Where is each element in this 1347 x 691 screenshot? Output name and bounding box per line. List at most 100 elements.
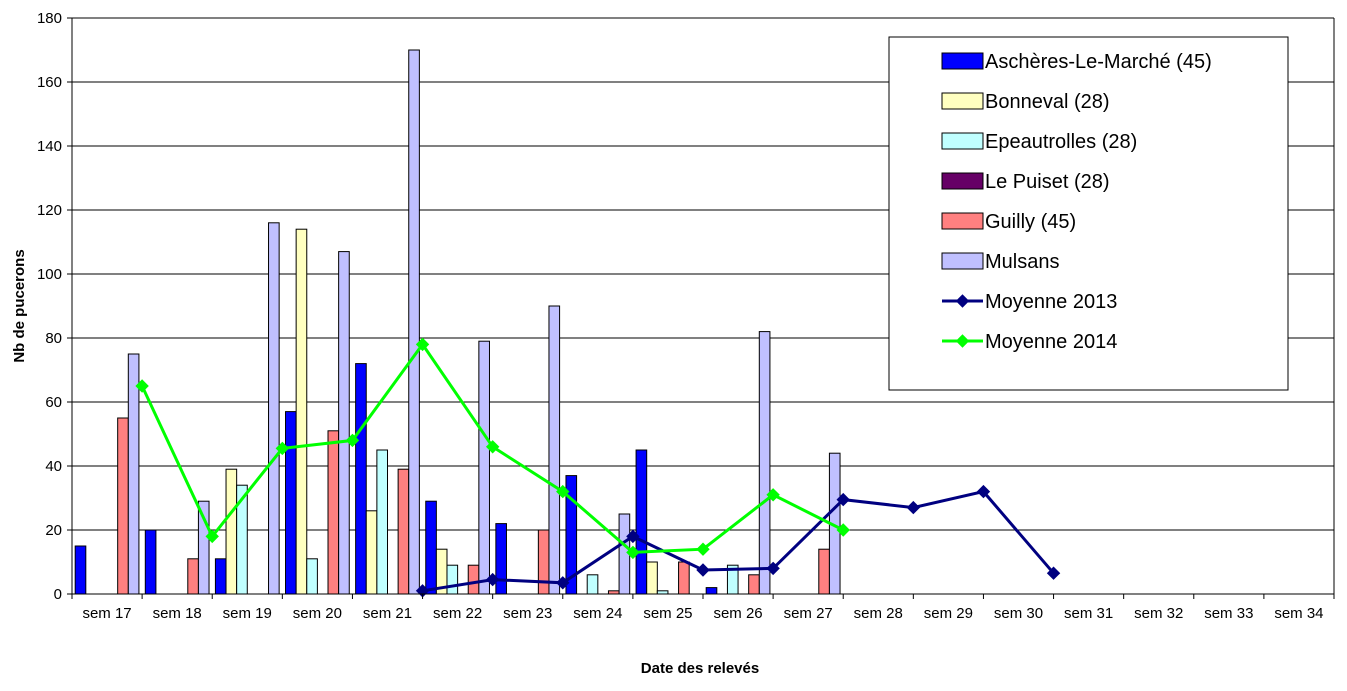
legend-marker-moyenne-2014: [955, 334, 970, 348]
point-moyenne-2014: [485, 440, 500, 454]
bar-ascheres-le-marche-45: [705, 587, 718, 595]
bar-mulsans: [408, 49, 420, 595]
x-tick-label: sem 30: [994, 605, 1043, 622]
legend-swatch-ascheres-le-marche-45: [941, 52, 984, 70]
bar-ascheres-le-marche-45: [635, 449, 648, 595]
point-moyenne-2014: [556, 484, 570, 499]
point-moyenne-2013: [696, 563, 710, 577]
x-tick-label: sem 24: [573, 605, 622, 622]
legend-label-moyenne-2013: Moyenne 2013: [985, 291, 1117, 313]
y-tick-label: 160: [37, 74, 62, 91]
bar-epeautrolles-28: [376, 449, 389, 595]
point-moyenne-2014: [205, 529, 219, 544]
y-tick-label: 180: [37, 10, 62, 27]
legend-label-moyenne-2014: Moyenne 2014: [985, 331, 1117, 353]
point-moyenne-2013: [485, 572, 500, 587]
x-tick-label: sem 33: [1204, 605, 1253, 622]
legend-swatch-epeautrolles-28: [941, 132, 984, 150]
legend-swatch-bonneval-28: [941, 92, 984, 110]
bar-bonneval-28: [365, 510, 378, 595]
y-tick-label: 40: [45, 458, 62, 475]
bar-bonneval-28: [295, 228, 308, 595]
bar-guilly-45: [187, 558, 199, 595]
y-tick-label: 80: [45, 330, 62, 347]
x-tick-label: sem 20: [293, 605, 342, 622]
bar-epeautrolles-28: [446, 564, 459, 595]
point-moyenne-2013: [766, 561, 780, 576]
x-tick-label: sem 34: [1274, 605, 1323, 622]
y-tick-label: 0: [54, 586, 62, 603]
bar-guilly-45: [327, 430, 340, 595]
legend-label-guilly-45: Guilly (45): [985, 211, 1076, 233]
bars: [74, 49, 841, 595]
bar-guilly-45: [397, 468, 410, 595]
bar-mulsans: [548, 305, 561, 595]
x-tick-label: sem 17: [82, 605, 131, 622]
bar-mulsans: [268, 222, 280, 595]
bar-ascheres-le-marche-45: [74, 545, 87, 595]
bar-guilly-45: [818, 548, 830, 595]
x-tick-label: sem 25: [643, 605, 692, 622]
point-moyenne-2013: [1046, 566, 1061, 580]
point-moyenne-2014: [626, 545, 640, 560]
bar-mulsans: [127, 353, 140, 595]
bar-guilly-45: [748, 574, 760, 595]
bar-guilly-45: [537, 529, 550, 595]
point-moyenne-2014: [275, 441, 290, 456]
x-tick-label: sem 19: [223, 605, 272, 622]
bar-ascheres-le-marche-45: [425, 500, 437, 595]
bar-epeautrolles-28: [586, 574, 599, 595]
legend: Aschères-Le-Marché (45) Bonneval (28) Epea…: [888, 36, 1289, 391]
bar-guilly-45: [678, 561, 690, 595]
x-tick-label: sem 26: [713, 605, 762, 622]
x-axis-title: Date des relevés: [641, 660, 759, 677]
x-tick-label: sem 31: [1064, 605, 1113, 622]
point-moyenne-2014: [415, 337, 430, 352]
point-moyenne-2014: [135, 379, 149, 393]
bar-mulsans: [338, 251, 350, 595]
bar-bonneval-28: [225, 468, 238, 595]
bar-epeautrolles-28: [306, 558, 318, 595]
tick-labels: 0 20 40 60 80 100 120 140 160 180 sem 17 sem 18 sem …: [37, 10, 1324, 622]
point-moyenne-2014: [836, 523, 850, 537]
bar-ascheres-le-marche-45: [214, 558, 227, 595]
point-moyenne-2013: [906, 500, 921, 515]
y-tick-label: 120: [37, 202, 62, 219]
x-tick-label: sem 21: [363, 605, 412, 622]
point-moyenne-2013: [836, 492, 850, 507]
point-moyenne-2014: [696, 542, 710, 556]
axes: [67, 17, 1335, 599]
bar-ascheres-le-marche-45: [495, 523, 507, 595]
x-tick-label: sem 32: [1134, 605, 1183, 622]
y-tick-label: 20: [45, 522, 62, 539]
bar-ascheres-le-marche-45: [285, 411, 297, 595]
x-tick-label: sem 27: [784, 605, 833, 622]
point-moyenne-2014: [345, 433, 360, 448]
point-moyenne-2013: [626, 529, 640, 544]
bar-guilly-45: [117, 417, 129, 595]
x-tick-label: sem 23: [503, 605, 552, 622]
line-moyenne-2013: [422, 489, 1055, 593]
legend-label-ascheres-le-marche-45: Aschères-Le-Marché (45): [985, 51, 1212, 73]
legend-label-bonneval-28: Bonneval (28): [985, 91, 1110, 113]
bar-mulsans: [758, 331, 771, 595]
bar-bonneval-28: [646, 561, 658, 595]
legend-label-mulsans: Mulsans: [985, 251, 1059, 273]
bar-ascheres-le-marche-45: [144, 529, 157, 595]
y-tick-label: 140: [37, 138, 62, 155]
x-tick-label: sem 18: [153, 605, 202, 622]
point-moyenne-2013: [976, 484, 991, 499]
y-axis-title: Nb de pucerons: [11, 249, 28, 362]
legend-swatch-guilly-45: [941, 212, 984, 230]
legend-marker-moyenne-2013: [955, 294, 970, 308]
legend-label-le-puiset-28: Le Puiset (28): [985, 171, 1110, 193]
bar-ascheres-le-marche-45: [355, 363, 367, 595]
legend-swatch-le-puiset-28: [941, 172, 984, 190]
y-tick-label: 100: [37, 266, 62, 283]
legend-swatch-mulsans: [941, 252, 984, 270]
x-tick-label: sem 22: [433, 605, 482, 622]
bar-mulsans: [478, 340, 490, 595]
x-tick-label: sem 29: [924, 605, 973, 622]
